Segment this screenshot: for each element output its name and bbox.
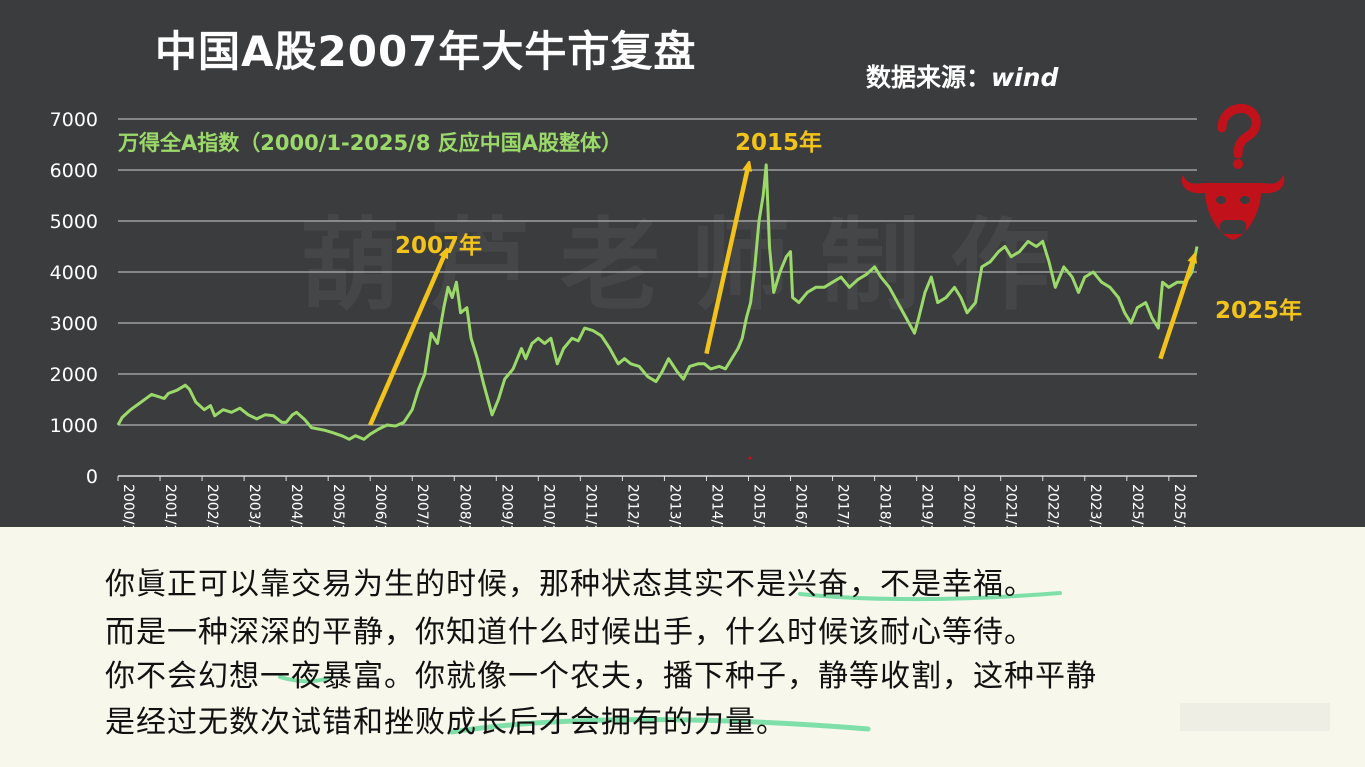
highlight-underlines [278, 591, 1062, 735]
annotation-arrow [368, 252, 446, 426]
caption-line-3: 你不会幻想一夜暴富。你就像一个农夫，播下种子，静等收割，这种平静 [105, 659, 1097, 694]
x-tick-label: 2011/1 [582, 484, 598, 527]
x-tick-label: 2016/1 [793, 484, 809, 527]
caption-panel: 你眞正可以靠交易为生的时候，那种状态其实不是兴奋，不是幸福。 而是一种深深的平静… [0, 527, 1365, 767]
annotation-arrow [1158, 257, 1194, 360]
legend-label: 万得全A指数（2000/1-2025/8 反应中国A股整体） [117, 131, 622, 155]
x-tick-label: 2017/1 [835, 484, 851, 527]
data-source: 数据来源：wind [866, 58, 1058, 94]
y-axis-ticks: 0 1000 2000 3000 4000 5000 6000 7000 [50, 109, 98, 488]
source-label: 数据来源： [866, 63, 992, 92]
y-tick-label: 1000 [50, 415, 98, 437]
x-tick-label: 2025/1 [1171, 484, 1187, 527]
x-tick-label: 2025/1 [1129, 484, 1145, 527]
chart-panel: 葫芦老师制作 0 1000 2000 3000 4000 5000 6000 7000 200… [49, 27, 1303, 527]
caption-line-2: 而是一种深深的平静，你知道什么时候出手，什么时候该耐心等待。 [105, 615, 1035, 650]
marker-dot [748, 456, 752, 460]
source-value: wind [991, 63, 1059, 92]
x-tick-label: 2000/1 [120, 484, 136, 527]
x-tick-label: 2004/1 [288, 484, 304, 527]
x-tick-label: 2019/1 [919, 484, 935, 527]
x-tick-label: 2014/1 [708, 484, 724, 527]
y-tick-label: 5000 [50, 211, 98, 233]
y-tick-label: 7000 [50, 109, 98, 131]
annotations: 2007年 2015年 2025年 [368, 129, 1302, 426]
question-mark-icon [1217, 103, 1261, 169]
x-axis-ticks: 2000/1 2001/1 2002/1 2003/1 2004/1 2005/1 2006… [117, 476, 1187, 527]
x-tick-label: 2018/1 [877, 484, 893, 527]
underline-2 [278, 675, 332, 684]
y-tick-label: 3000 [50, 313, 98, 335]
annotation-arrow [704, 165, 748, 355]
x-tick-label: 2023/1 [1087, 484, 1103, 527]
annotation-label: 2025年 [1215, 297, 1302, 324]
x-tick-label: 2015/1 [751, 484, 767, 527]
underline-1 [798, 591, 1062, 602]
annotation-label: 2015年 [735, 129, 822, 156]
chart-title: 中国A股2007年大牛市复盘 [155, 27, 697, 76]
y-tick-label: 4000 [50, 262, 98, 284]
y-tick-label: 6000 [50, 160, 98, 182]
bull-head-icon [1181, 175, 1285, 240]
x-tick-label: 2001/1 [162, 484, 178, 527]
x-tick-label: 2002/1 [204, 484, 220, 527]
blurred-watermark [1180, 703, 1330, 731]
x-tick-label: 2006/1 [372, 484, 388, 527]
x-tick-label: 2021/1 [1003, 484, 1019, 527]
series-line [116, 163, 1199, 441]
x-tick-label: 2005/1 [330, 484, 346, 527]
y-tick-label: 0 [86, 466, 98, 488]
x-tick-label: 2012/1 [624, 484, 640, 527]
x-tick-label: 2003/1 [246, 484, 262, 527]
annotation-label: 2007年 [395, 232, 482, 259]
x-tick-label: 2022/1 [1045, 484, 1061, 527]
caption-line-4: 是经过无数次试错和挫败成长后才会拥有的力量。 [105, 705, 787, 740]
underline-3 [449, 717, 871, 735]
x-tick-label: 2009/1 [498, 484, 514, 527]
x-tick-label: 2020/1 [961, 484, 977, 527]
x-tick-label: 2007/1 [414, 484, 430, 527]
grid-layer [118, 118, 1197, 477]
caption-line-1: 你眞正可以靠交易为生的时候，那种状态其实不是兴奋，不是幸福。 [105, 567, 1035, 602]
y-tick-label: 2000 [50, 364, 98, 386]
x-tick-label: 2013/1 [666, 484, 682, 527]
x-tick-label: 2008/1 [456, 484, 472, 527]
x-tick-label: 2010/1 [540, 484, 556, 527]
